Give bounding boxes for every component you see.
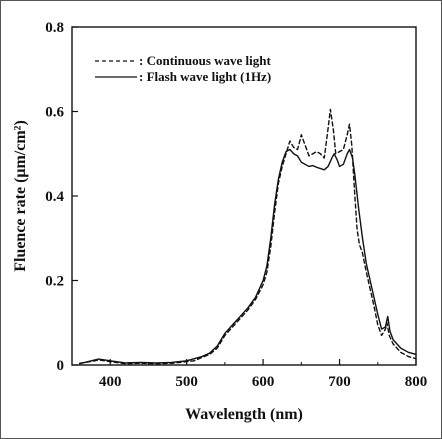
x-tick-label: 500 (175, 374, 198, 390)
x-axis-ticks: 400 500 600 700 800 (71, 359, 428, 390)
flash-wave-series-line (78, 148, 417, 365)
x-tick-label: 400 (99, 374, 122, 390)
x-axis-title: Wavelength (nm) (185, 406, 303, 423)
y-axis-title: Fluence rate (μm/cm²) (12, 120, 29, 272)
x-tick-label: 600 (252, 374, 275, 390)
y-tick-label: 0.4 (45, 189, 64, 205)
continuous-wave-series-line (78, 108, 417, 365)
y-axis-ticks: 0 0.2 0.4 0.6 0.8 (45, 20, 78, 374)
y-tick-label: 0.6 (45, 105, 64, 121)
plot-area (71, 26, 417, 366)
y-tick-label: 0.2 (45, 274, 64, 290)
y-tick-label: 0 (57, 358, 65, 374)
series-layer (78, 108, 417, 365)
x-tick-label: 800 (405, 374, 428, 390)
y-tick-label: 0.8 (45, 20, 64, 36)
legend: : Continuous wave light : Flash wave lig… (95, 53, 271, 84)
legend-label-flash: : Flash wave light (1Hz) (139, 69, 271, 84)
x-tick-label: 700 (328, 374, 351, 390)
legend-label-continuous: : Continuous wave light (139, 53, 271, 68)
